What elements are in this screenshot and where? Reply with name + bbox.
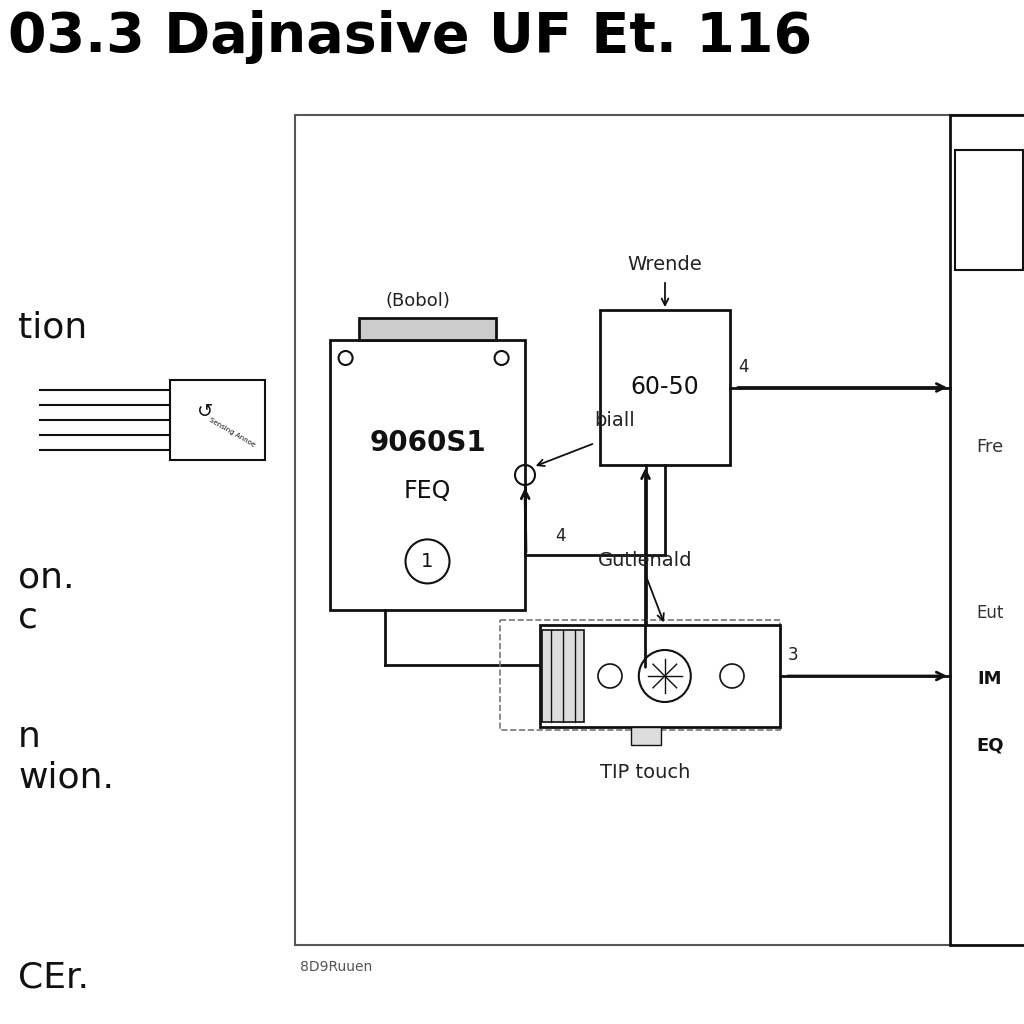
Text: n: n: [18, 720, 41, 754]
Bar: [631, 727, 662, 745]
Bar: [950, 115, 1024, 945]
Text: IM: IM: [978, 671, 1002, 688]
Text: 3: 3: [788, 646, 799, 664]
Text: 9060S1: 9060S1: [370, 429, 485, 457]
Text: Eut: Eut: [976, 604, 1004, 622]
Text: biall: biall: [595, 412, 635, 430]
Bar: [540, 625, 780, 727]
Text: 4: 4: [555, 527, 565, 545]
Text: FEQ: FEQ: [403, 479, 452, 503]
Text: (Bobol): (Bobol): [385, 292, 451, 310]
Bar: [500, 620, 780, 730]
Text: tion: tion: [18, 310, 87, 344]
Text: 1: 1: [421, 552, 434, 571]
Bar: [359, 318, 496, 340]
Bar: [542, 630, 584, 722]
Text: TIP touch: TIP touch: [600, 763, 691, 782]
Text: Wrende: Wrende: [628, 255, 702, 274]
Bar: [330, 340, 525, 610]
Text: Gutlenald: Gutlenald: [598, 551, 693, 570]
Bar: [295, 115, 1024, 945]
Text: 03.3 Dajnasive UF Et. 116: 03.3 Dajnasive UF Et. 116: [8, 10, 812, 63]
Text: on.: on.: [18, 560, 75, 594]
Bar: [955, 150, 1023, 270]
Text: 8D9Ruuen: 8D9Ruuen: [300, 961, 373, 974]
Bar: [170, 380, 265, 460]
Text: wion.: wion.: [18, 760, 114, 794]
Text: 60-50: 60-50: [631, 376, 699, 399]
Text: 4: 4: [738, 357, 749, 376]
Text: EQ: EQ: [976, 737, 1004, 755]
Bar: [600, 310, 730, 465]
Text: Fre: Fre: [976, 438, 1004, 456]
Text: CEr.: CEr.: [18, 961, 89, 994]
Text: c: c: [18, 600, 38, 634]
Text: Sensing Annoe: Sensing Annoe: [208, 417, 256, 447]
Text: $\circlearrowleft$: $\circlearrowleft$: [193, 401, 214, 420]
